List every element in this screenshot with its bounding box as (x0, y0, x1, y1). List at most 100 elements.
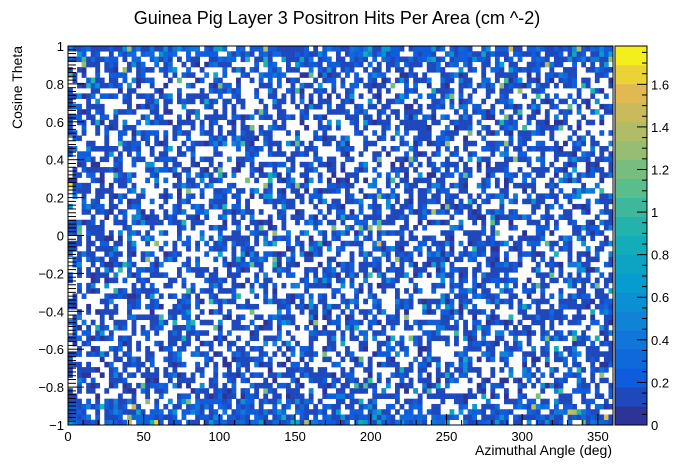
heatmap-cell (249, 309, 255, 315)
heatmap-cell (131, 46, 137, 52)
heatmap-cell (372, 46, 378, 52)
heatmap-cell (399, 98, 405, 105)
heatmap-cell (281, 114, 287, 120)
heatmap-cell (599, 209, 605, 215)
heatmap-cell (99, 314, 105, 321)
heatmap-cell (81, 409, 87, 415)
heatmap-cell (544, 82, 550, 89)
heatmap-cell (490, 146, 496, 152)
heatmap-cell (199, 272, 205, 278)
heatmap-cell (472, 319, 478, 326)
heatmap-cell (267, 124, 273, 131)
heatmap-cell (177, 335, 182, 342)
heatmap-cell (349, 388, 355, 394)
heatmap-cell (226, 261, 232, 268)
heatmap-cell (195, 303, 201, 310)
heatmap-cell (508, 172, 514, 178)
heatmap-cell (585, 198, 591, 205)
heatmap-cell (186, 72, 191, 78)
heatmap-cell (463, 372, 468, 378)
heatmap-cell (499, 261, 505, 268)
heatmap-cell (558, 177, 564, 184)
heatmap-cell (245, 114, 250, 120)
heatmap-cell (608, 219, 614, 226)
heatmap-cell (208, 419, 214, 426)
heatmap-cell (108, 314, 114, 321)
heatmap-cell (385, 356, 391, 363)
heatmap-cell (576, 251, 582, 257)
heatmap-cell (108, 193, 114, 199)
heatmap-cell (458, 398, 464, 405)
heatmap-cell (440, 77, 446, 84)
heatmap-cell (308, 335, 314, 342)
heatmap-cell (404, 319, 409, 326)
heatmap-cell (476, 109, 482, 115)
heatmap-cell (217, 393, 223, 399)
heatmap-cell (504, 282, 509, 289)
heatmap-cell (231, 109, 237, 115)
heatmap-cell (81, 82, 87, 89)
heatmap-cell (535, 146, 541, 152)
heatmap-cell (603, 156, 609, 163)
heatmap-cell (372, 177, 378, 184)
heatmap-cell (263, 56, 269, 63)
heatmap-cell (390, 419, 396, 426)
heatmap-cell (104, 124, 110, 131)
heatmap-cell (431, 172, 437, 178)
heatmap-cell (195, 209, 201, 215)
heatmap-cell (108, 293, 114, 299)
heatmap-cell (417, 46, 423, 52)
heatmap-cell (263, 282, 269, 289)
heatmap-cell (136, 293, 141, 299)
heatmap-cell (95, 272, 101, 278)
heatmap-cell (372, 214, 378, 220)
heatmap-cell (395, 214, 400, 220)
heatmap-cell (358, 251, 364, 257)
heatmap-cell (195, 393, 201, 399)
heatmap-cell (594, 414, 600, 421)
heatmap-cell (490, 235, 496, 242)
heatmap-cell (245, 51, 250, 57)
heatmap-cell (140, 414, 146, 421)
heatmap-cell (449, 251, 455, 257)
heatmap-cell (572, 403, 577, 410)
heatmap-cell (181, 372, 187, 378)
heatmap-cell (340, 182, 346, 189)
heatmap-cell (417, 177, 423, 184)
heatmap-cell (522, 51, 528, 57)
heatmap-cell (467, 330, 473, 336)
heatmap-cell (272, 293, 278, 299)
heatmap-cell (226, 119, 232, 126)
heatmap-cell (68, 409, 73, 415)
heatmap-cell (263, 51, 269, 57)
heatmap-cell (526, 182, 532, 189)
heatmap-cell (540, 119, 546, 126)
heatmap-cell (95, 324, 101, 331)
heatmap-cell (408, 251, 414, 257)
heatmap-cell (281, 93, 287, 99)
heatmap-cell (426, 61, 432, 68)
heatmap-cell (404, 303, 409, 310)
heatmap-cell (558, 414, 564, 421)
heatmap-cell (458, 256, 464, 263)
heatmap-cell (90, 282, 96, 289)
heatmap-cell (245, 251, 250, 257)
heatmap-cell (122, 340, 128, 347)
heatmap-cell (190, 119, 196, 126)
heatmap-cell (426, 409, 432, 415)
heatmap-cell (163, 130, 169, 136)
heatmap-cell (508, 61, 514, 68)
heatmap-cell (576, 235, 582, 242)
heatmap-cell (299, 277, 305, 284)
heatmap-cell (540, 256, 546, 263)
heatmap-cell (485, 77, 491, 84)
heatmap-cell (286, 198, 291, 205)
heatmap-cell (444, 140, 450, 147)
heatmap-cell (340, 135, 346, 142)
heatmap-cell (240, 346, 246, 352)
heatmap-cell (172, 356, 178, 363)
heatmap-cell (226, 156, 232, 163)
heatmap-cell (186, 314, 191, 321)
heatmap-cell (358, 267, 364, 273)
heatmap-cell (127, 67, 132, 73)
